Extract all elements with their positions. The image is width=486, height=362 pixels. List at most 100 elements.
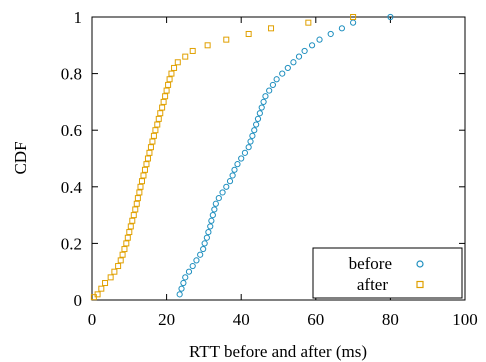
before-point — [203, 234, 210, 241]
after-point — [245, 30, 252, 37]
after-point — [98, 285, 105, 292]
after-point — [150, 132, 157, 139]
x-tick-label: 0 — [88, 310, 97, 329]
after-point — [102, 280, 109, 287]
before-point — [197, 251, 204, 258]
after-point — [165, 81, 172, 88]
after-point — [149, 138, 156, 145]
before-point — [245, 144, 252, 151]
after-point — [129, 217, 136, 224]
after-point — [189, 47, 196, 54]
before-point — [212, 200, 219, 207]
before-point — [327, 30, 334, 38]
before-point — [223, 183, 230, 190]
before-point — [219, 189, 226, 196]
before-point — [226, 178, 234, 185]
after-point — [107, 274, 114, 281]
after-point — [141, 166, 148, 173]
after-point — [166, 76, 173, 83]
after-point — [155, 115, 162, 122]
before-point — [251, 127, 258, 134]
before-point — [295, 53, 303, 60]
before-point — [247, 138, 254, 145]
before-point — [273, 76, 280, 83]
legend-label-before: before — [349, 254, 392, 273]
after-point — [174, 59, 181, 66]
before-point — [290, 59, 297, 66]
after-point — [127, 223, 134, 230]
before-point — [185, 268, 193, 275]
before-point — [189, 262, 196, 270]
after-point — [157, 110, 164, 117]
before-point — [256, 110, 263, 117]
before-point — [208, 217, 215, 224]
before-point — [350, 19, 357, 26]
before-point — [262, 93, 269, 100]
y-tick-label: 1 — [74, 8, 83, 27]
before-point — [279, 70, 286, 77]
before-point — [182, 274, 189, 281]
y-tick-label: 0 — [74, 291, 83, 310]
y-axis-label: CDF — [11, 141, 30, 174]
before-point — [241, 149, 249, 156]
after-point — [111, 268, 118, 275]
before-point — [229, 172, 236, 179]
after-point — [171, 64, 178, 71]
before-point — [308, 42, 316, 49]
before-point — [238, 155, 245, 162]
after-point — [163, 87, 170, 94]
after-point — [168, 70, 175, 77]
x-tick-labels: 0 20 40 60 80 100 — [88, 310, 478, 329]
y-tick-label: 0.6 — [61, 121, 82, 140]
before-point — [258, 104, 265, 111]
y-tick-label: 0.8 — [61, 65, 82, 84]
after-point — [123, 240, 130, 247]
after-point — [182, 53, 189, 60]
before-point — [193, 257, 200, 264]
legend-marker-after — [416, 280, 424, 289]
after-point — [132, 206, 139, 213]
before-point — [205, 228, 212, 236]
before-point — [207, 223, 214, 230]
x-tick-label: 60 — [307, 310, 324, 329]
after-point — [159, 104, 166, 111]
before-point — [180, 279, 187, 287]
after-point — [223, 36, 230, 43]
y-tick-labels: 0 0.2 0.4 0.6 0.8 1 — [61, 8, 83, 310]
after-point — [204, 42, 211, 49]
after-point — [162, 93, 169, 100]
series-after — [90, 14, 357, 301]
after-point — [115, 263, 122, 270]
before-point — [284, 64, 291, 72]
after-point — [146, 149, 153, 156]
legend: before after — [312, 247, 463, 299]
before-point — [269, 81, 277, 89]
after-point — [137, 183, 144, 190]
before-point — [338, 25, 346, 32]
after-point — [94, 291, 101, 298]
x-tick-label: 100 — [452, 310, 478, 329]
after-point — [143, 161, 150, 168]
after-point — [121, 246, 128, 253]
before-point — [200, 245, 207, 253]
after-point — [154, 121, 161, 128]
after-point — [136, 189, 143, 196]
legend-box — [312, 247, 463, 299]
after-point — [134, 195, 141, 202]
before-point — [266, 87, 273, 94]
before-point — [260, 98, 267, 106]
before-point — [231, 166, 238, 173]
y-tick-label: 0.2 — [61, 234, 82, 253]
before-point — [211, 206, 218, 213]
after-point — [119, 251, 126, 258]
after-point — [140, 172, 147, 179]
before-point — [209, 212, 216, 219]
after-point — [152, 127, 159, 134]
after-point — [305, 19, 312, 26]
legend-label-after: after — [357, 275, 388, 294]
before-point — [301, 47, 308, 55]
x-axis-label: RTT before and after (ms) — [189, 342, 367, 361]
after-point — [117, 257, 124, 264]
y-tick-label: 0.4 — [61, 178, 83, 197]
before-point — [178, 285, 185, 292]
